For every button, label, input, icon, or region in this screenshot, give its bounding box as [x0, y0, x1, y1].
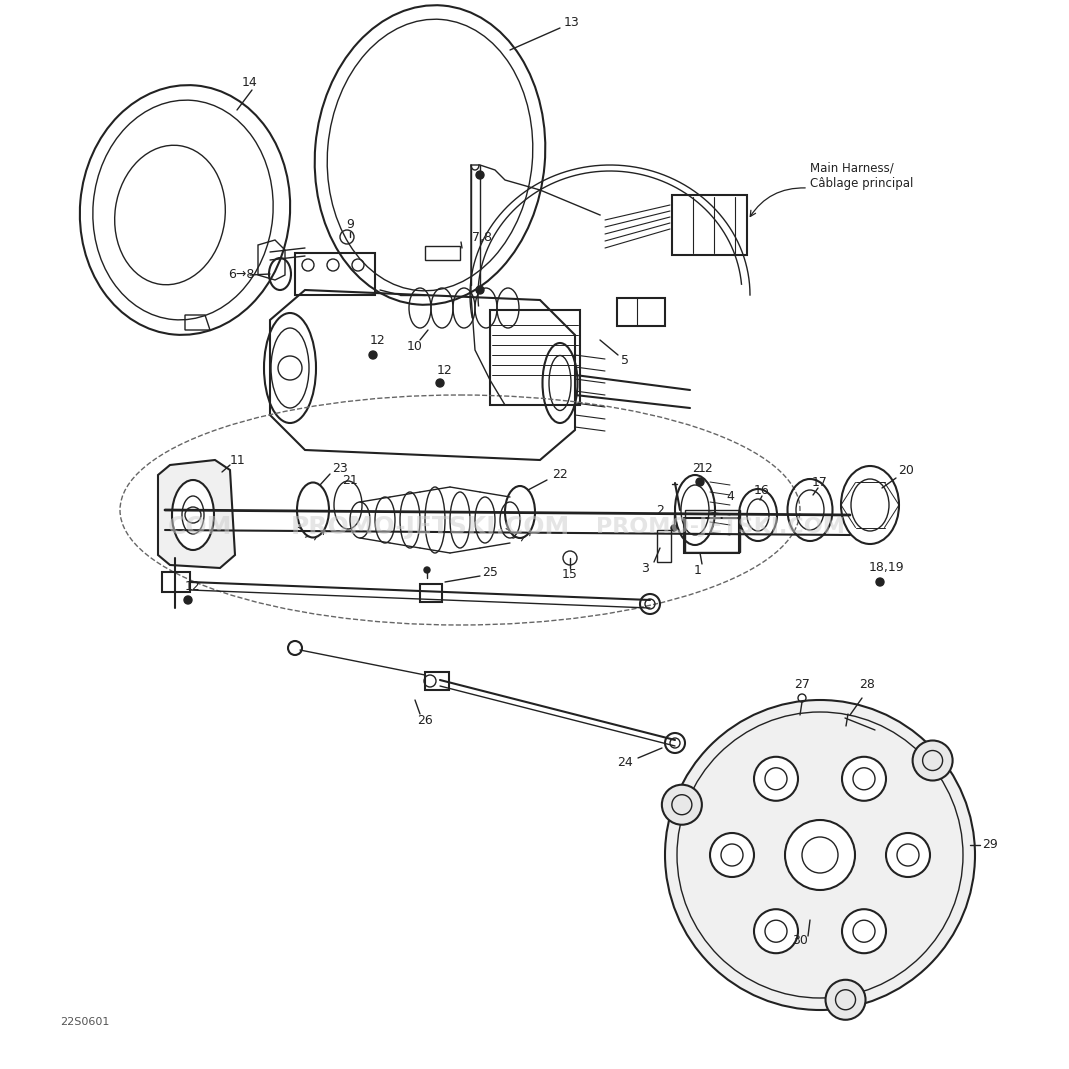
Text: PROMO-JETSKI.COM: PROMO-JETSKI.COM — [595, 517, 845, 537]
Circle shape — [876, 578, 884, 586]
Text: 13: 13 — [564, 15, 579, 29]
Text: 12: 12 — [437, 363, 453, 376]
Text: 25: 25 — [482, 566, 498, 578]
Text: PROMO-JETSKI.COM: PROMO-JETSKI.COM — [291, 515, 570, 539]
Circle shape — [710, 833, 754, 877]
Ellipse shape — [172, 480, 214, 549]
Text: 5: 5 — [621, 354, 629, 367]
Text: 3: 3 — [641, 561, 649, 574]
Circle shape — [842, 757, 886, 801]
Bar — [490, 310, 580, 405]
Bar — [657, 530, 671, 562]
Text: 15: 15 — [562, 569, 578, 582]
Text: 21: 21 — [342, 474, 358, 486]
Circle shape — [665, 700, 975, 1010]
Circle shape — [476, 171, 484, 179]
Text: Main Harness/: Main Harness/ — [810, 161, 894, 174]
Text: 10: 10 — [407, 340, 423, 353]
Text: 26: 26 — [417, 713, 433, 727]
Text: 17: 17 — [812, 476, 827, 489]
Text: 23: 23 — [332, 462, 347, 475]
Circle shape — [913, 741, 952, 780]
Text: 14: 14 — [242, 76, 258, 89]
Circle shape — [436, 379, 444, 387]
Bar — [420, 584, 441, 602]
Bar — [617, 298, 665, 326]
Text: 2: 2 — [656, 503, 664, 516]
Circle shape — [842, 910, 886, 954]
Circle shape — [184, 597, 192, 604]
Bar — [425, 672, 449, 690]
Bar — [672, 195, 747, 255]
Text: 11: 11 — [230, 453, 246, 466]
Text: 24: 24 — [617, 756, 633, 769]
Bar — [425, 246, 460, 260]
Text: 2: 2 — [692, 462, 700, 475]
Text: 22: 22 — [552, 468, 568, 481]
Circle shape — [825, 980, 866, 1020]
Text: 18,19: 18,19 — [868, 561, 903, 574]
Circle shape — [369, 351, 377, 359]
Bar — [162, 572, 190, 592]
Text: 1: 1 — [694, 563, 702, 576]
Text: 20: 20 — [898, 464, 914, 477]
Text: 29: 29 — [982, 838, 997, 852]
Text: 9: 9 — [346, 218, 354, 232]
Text: 12: 12 — [698, 462, 714, 475]
Text: 28: 28 — [859, 679, 874, 692]
Circle shape — [785, 820, 855, 890]
Text: Câblage principal: Câblage principal — [810, 176, 913, 189]
Bar — [684, 518, 739, 553]
Text: COM: COM — [168, 515, 232, 539]
Bar — [295, 253, 375, 295]
Circle shape — [671, 525, 677, 531]
Circle shape — [662, 785, 702, 824]
Circle shape — [754, 757, 797, 801]
Circle shape — [696, 478, 704, 486]
Circle shape — [754, 910, 797, 954]
Text: 7,8: 7,8 — [472, 232, 492, 245]
Text: 6→8: 6→8 — [228, 268, 254, 281]
Bar — [685, 510, 740, 552]
Text: 16: 16 — [754, 483, 770, 496]
Circle shape — [424, 567, 430, 573]
Polygon shape — [158, 460, 235, 568]
Text: 22S0601: 22S0601 — [60, 1017, 109, 1027]
Text: 4: 4 — [726, 491, 734, 503]
Text: 12: 12 — [185, 579, 201, 592]
Text: 27: 27 — [794, 679, 810, 692]
Text: 12: 12 — [370, 334, 386, 346]
Circle shape — [476, 286, 484, 294]
Text: 30: 30 — [792, 933, 808, 946]
Circle shape — [886, 833, 930, 877]
